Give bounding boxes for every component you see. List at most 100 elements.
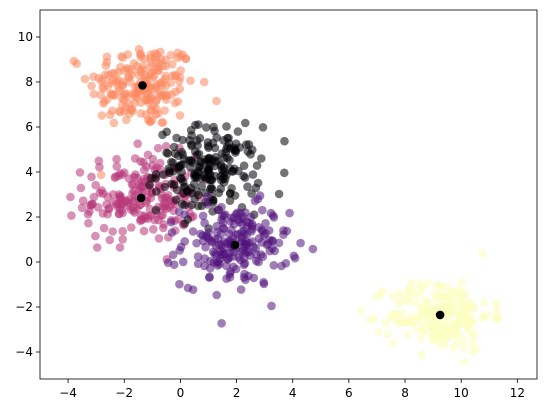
scatter-point xyxy=(175,279,184,289)
scatter-point xyxy=(151,205,161,215)
scatter-point xyxy=(453,338,462,347)
scatter-point xyxy=(200,254,209,263)
scatter-point xyxy=(218,250,228,259)
scatter-point xyxy=(158,118,168,127)
scatter-point xyxy=(104,204,114,214)
scatter-point xyxy=(395,289,404,298)
scatter-point xyxy=(402,318,411,328)
x-tick-label: −4 xyxy=(59,386,77,400)
scatter-point xyxy=(178,257,188,267)
scatter-point xyxy=(246,251,255,260)
scatter-point xyxy=(112,154,121,164)
scatter-point xyxy=(102,52,112,62)
scatter-point xyxy=(186,76,195,85)
scatter-point xyxy=(373,328,383,337)
y-tick-label: 8 xyxy=(25,75,33,89)
scatter-point xyxy=(452,322,462,331)
scatter-point xyxy=(169,142,179,152)
scatter-point xyxy=(153,109,163,118)
scatter-point xyxy=(105,235,115,245)
scatter-point xyxy=(188,227,198,236)
scatter-point xyxy=(118,226,127,236)
scatter-point xyxy=(175,161,184,171)
scatter-point xyxy=(180,237,189,246)
scatter-point xyxy=(163,149,173,158)
scatter-point xyxy=(150,49,160,58)
scatter-point xyxy=(158,130,167,140)
scatter-point xyxy=(160,182,170,192)
scatter-point xyxy=(219,178,229,187)
scatter-point xyxy=(112,162,122,171)
scatter-point xyxy=(136,50,145,60)
scatter-point xyxy=(170,149,180,158)
scatter-point xyxy=(193,259,203,269)
scatter-point xyxy=(246,150,255,159)
scatter-point xyxy=(472,344,481,354)
scatter-point xyxy=(226,267,235,277)
scatter-point xyxy=(225,248,234,258)
scatter-point xyxy=(198,211,208,221)
scatter-point xyxy=(261,219,270,228)
scatter-point xyxy=(451,331,461,340)
scatter-point xyxy=(430,290,440,299)
scatter-point xyxy=(222,239,231,248)
scatter-point xyxy=(280,168,289,178)
scatter-point xyxy=(203,200,212,209)
scatter-point xyxy=(446,318,456,328)
scatter-point xyxy=(161,142,171,151)
scatter-point xyxy=(453,292,463,302)
scatter-point xyxy=(270,246,280,256)
scatter-point xyxy=(115,192,125,202)
scatter-point xyxy=(145,180,154,190)
scatter-point xyxy=(459,310,468,320)
scatter-point xyxy=(136,157,145,166)
scatter-point xyxy=(89,192,99,202)
scatter-point xyxy=(120,89,129,99)
scatter-point xyxy=(186,163,195,172)
scatter-point xyxy=(214,188,224,198)
scatter-point xyxy=(417,350,427,360)
scatter-point xyxy=(187,200,196,210)
scatter-point xyxy=(118,81,127,90)
x-tick-label: 10 xyxy=(454,386,469,400)
scatter-point xyxy=(198,236,208,246)
scatter-point xyxy=(240,173,250,182)
scatter-point xyxy=(196,157,206,167)
scatter-point xyxy=(458,277,467,287)
scatter-point xyxy=(154,66,163,76)
scatter-point xyxy=(91,231,100,241)
scatter-point xyxy=(416,291,425,300)
scatter-point xyxy=(210,249,219,259)
scatter-point xyxy=(195,133,205,143)
scatter-point xyxy=(251,256,261,266)
scatter-point xyxy=(84,218,93,228)
x-tick-label: 2 xyxy=(233,386,241,400)
scatter-point xyxy=(296,238,305,248)
scatter-point xyxy=(143,150,153,160)
scatter-point xyxy=(477,248,487,258)
scatter-point xyxy=(459,357,468,367)
scatter-point xyxy=(459,342,469,352)
scatter-point xyxy=(124,64,133,74)
scatter-point xyxy=(97,111,107,120)
scatter-point xyxy=(383,329,392,339)
x-tick-label: 0 xyxy=(177,386,185,400)
scatter-point xyxy=(174,214,183,224)
scatter-point xyxy=(91,180,100,190)
scatter-point xyxy=(88,199,97,209)
scatter-point xyxy=(193,166,203,176)
scatter-point xyxy=(418,310,427,320)
scatter-point xyxy=(356,306,366,315)
scatter-point xyxy=(239,226,249,236)
scatter-point xyxy=(161,61,171,71)
scatter-point xyxy=(122,115,131,125)
scatter-point xyxy=(248,237,257,246)
scatter-point xyxy=(94,156,104,166)
scatter-point xyxy=(162,95,171,104)
scatter-point xyxy=(181,54,191,64)
scatter-point xyxy=(168,250,178,260)
scatter-point xyxy=(170,98,180,108)
scatter-point xyxy=(219,224,228,233)
scatter-point xyxy=(136,66,145,75)
scatter-point xyxy=(407,312,417,322)
